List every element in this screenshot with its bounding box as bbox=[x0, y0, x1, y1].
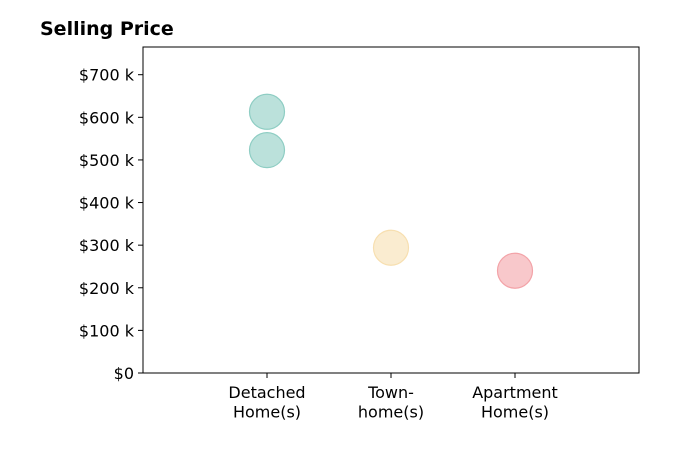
y-tick-label: $600 k bbox=[79, 108, 135, 127]
y-tick-label: $0 bbox=[114, 364, 134, 383]
data-point bbox=[496, 252, 534, 289]
data-point bbox=[372, 229, 410, 266]
data-point bbox=[248, 132, 286, 169]
data-points bbox=[248, 93, 534, 289]
x-tick-label: Apartment Home(s) bbox=[472, 383, 558, 422]
x-axis: Detached Home(s) Town-home(s) Apartment Home… bbox=[228, 373, 558, 422]
data-point bbox=[248, 93, 286, 130]
y-tick-label: $500 k bbox=[79, 151, 135, 170]
chart-title: Selling Price bbox=[40, 18, 174, 40]
y-tick-label: $100 k bbox=[79, 321, 135, 340]
y-tick-label: $700 k bbox=[79, 66, 135, 85]
y-axis: $0 $100 k $200 k $300 k $400 k $500 k $600 k $7… bbox=[79, 66, 143, 383]
plot-frame bbox=[142, 46, 640, 374]
y-tick-label: $400 k bbox=[79, 194, 135, 213]
y-tick-label: $200 k bbox=[79, 279, 135, 298]
y-tick-label: $300 k bbox=[79, 236, 135, 255]
x-tick-label: Detached Home(s) bbox=[228, 383, 305, 422]
x-tick-label: Town-home(s) bbox=[358, 383, 424, 422]
